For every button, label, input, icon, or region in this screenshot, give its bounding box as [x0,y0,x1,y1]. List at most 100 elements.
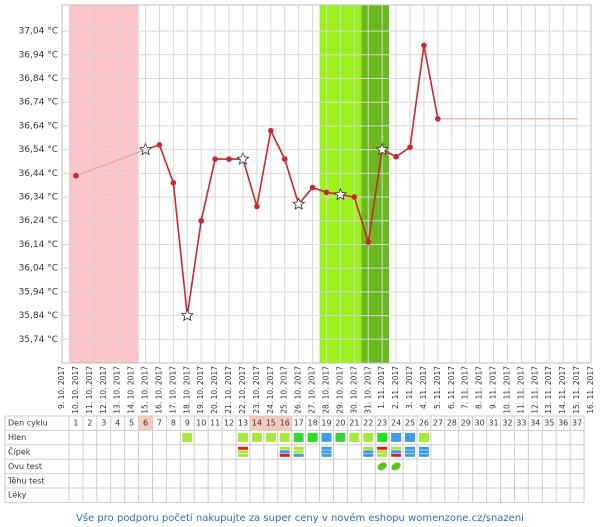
day-highlight [263,416,278,431]
x-tick-label: 16. 11. 2017 [586,366,595,414]
cycle-day: 15 [266,419,276,428]
x-tick-label: 24. 10. 2017 [266,366,275,414]
cycle-day: 5 [129,419,134,428]
star-marker [138,142,153,156]
cipek-mark [405,446,416,450]
x-tick-label: 29. 10. 2017 [335,366,344,414]
cipek-mark [293,453,304,457]
cipek-mark [377,450,388,454]
cycle-day: 20 [335,419,345,428]
hlen-mark [265,432,276,442]
x-tick-label: 17. 10. 2017 [168,366,177,414]
cycle-day: 25 [405,419,415,428]
footer-link[interactable]: Vše pro podporu početí nakupujte za supe… [76,512,524,524]
hlen-mark [418,432,429,442]
cipek-mark [279,446,290,450]
x-tick-label: 5. 11. 2017 [433,366,442,409]
point-marker [309,184,316,191]
cycle-day: 1 [73,419,78,428]
star-marker [292,197,306,210]
x-tick-label: 23. 10. 2017 [252,366,261,414]
cipek-mark [377,453,388,457]
cipek-mark [418,450,429,454]
star-marker [236,152,250,165]
hlen-mark [363,432,374,442]
cycle-day: 32 [502,419,512,428]
y-tick-label: 36,44 °C [19,169,58,179]
y-tick-label: 36,74 °C [19,98,58,108]
cycle-day: 27 [433,419,443,428]
row-label: Ovu test [8,462,42,471]
point-marker [323,189,330,196]
x-tick-label: 6. 11. 2017 [447,366,456,409]
hlen-mark [391,432,402,442]
x-tick-label: 15. 11. 2017 [572,366,581,414]
cipek-mark [391,450,402,454]
cycle-day: 13 [238,419,248,428]
x-tick-label: 18. 10. 2017 [182,366,191,414]
cipek-mark [279,453,290,457]
point-marker [351,194,358,200]
cycle-day: 29 [461,419,471,428]
hlen-mark [307,432,318,442]
cycle-day: 31 [488,419,498,428]
cipek-mark [391,446,402,450]
x-tick-label: 7. 11. 2017 [461,366,470,409]
x-tick-label: 19. 10. 2017 [196,366,205,414]
point-marker [254,203,260,210]
y-tick-label: 36,84 °C [19,74,58,84]
cycle-day: 16 [280,419,290,428]
x-tick-label: 14. 11. 2017 [558,366,567,414]
day-highlight [138,416,153,431]
hlen-mark [182,432,193,442]
x-tick-label: 11. 11. 2017 [516,366,525,414]
x-tick-label: 9. 11. 2017 [489,366,498,409]
hlen-mark [279,432,290,442]
x-tick-label: 20. 10. 2017 [210,366,219,414]
y-tick-label: 35,74 °C [19,335,58,345]
row-label: Těhu test [7,476,45,485]
x-tick-label: 15. 10. 2017 [141,366,150,414]
y-tick-label: 36,94 °C [19,50,58,60]
hlen-mark [251,432,262,442]
x-tick-label: 26. 10. 2017 [294,366,303,414]
y-tick-label: 36,04 °C [19,264,58,274]
cycle-day: 4 [115,419,120,428]
row-label: Čípek [8,446,31,457]
cycle-day: 6 [143,419,148,428]
cycle-day: 10 [196,419,206,428]
cycle-day: 37 [572,419,582,428]
x-tick-label: 3. 11. 2017 [405,366,414,409]
cycle-day: 30 [475,419,485,428]
y-tick-label: 37,04 °C [19,27,58,37]
cycle-day: 28 [447,419,457,428]
hlen-mark [237,432,248,442]
cipek-mark [321,453,332,457]
x-tick-label: 1. 11. 2017 [377,366,386,409]
cycle-day: 18 [307,419,317,428]
cycle-day: 23 [377,419,387,428]
cipek-mark [321,450,332,454]
day-highlight [277,416,292,431]
cycle-day: 9 [185,419,190,428]
x-tick-label: 12. 11. 2017 [530,366,539,414]
x-tick-label: 14. 10. 2017 [127,366,136,414]
x-tick-label: 10. 10. 2017 [71,366,80,414]
cipek-mark [405,450,416,454]
x-tick-label: 31. 10. 2017 [363,366,372,414]
cycle-day: 26 [419,419,429,428]
x-tick-label: 28. 10. 2017 [322,366,331,414]
star-marker [333,187,348,201]
cycle-day: 17 [294,419,304,428]
point-marker [73,172,79,179]
cipek-mark [405,453,416,457]
cycle-day: 8 [171,419,176,428]
point-marker [268,127,274,134]
x-tick-label: 13. 11. 2017 [544,366,553,414]
point-marker [281,156,288,162]
temperature-line [75,149,146,177]
plot-frame [61,4,592,364]
point-marker [198,217,205,224]
cipek-mark [237,450,248,454]
